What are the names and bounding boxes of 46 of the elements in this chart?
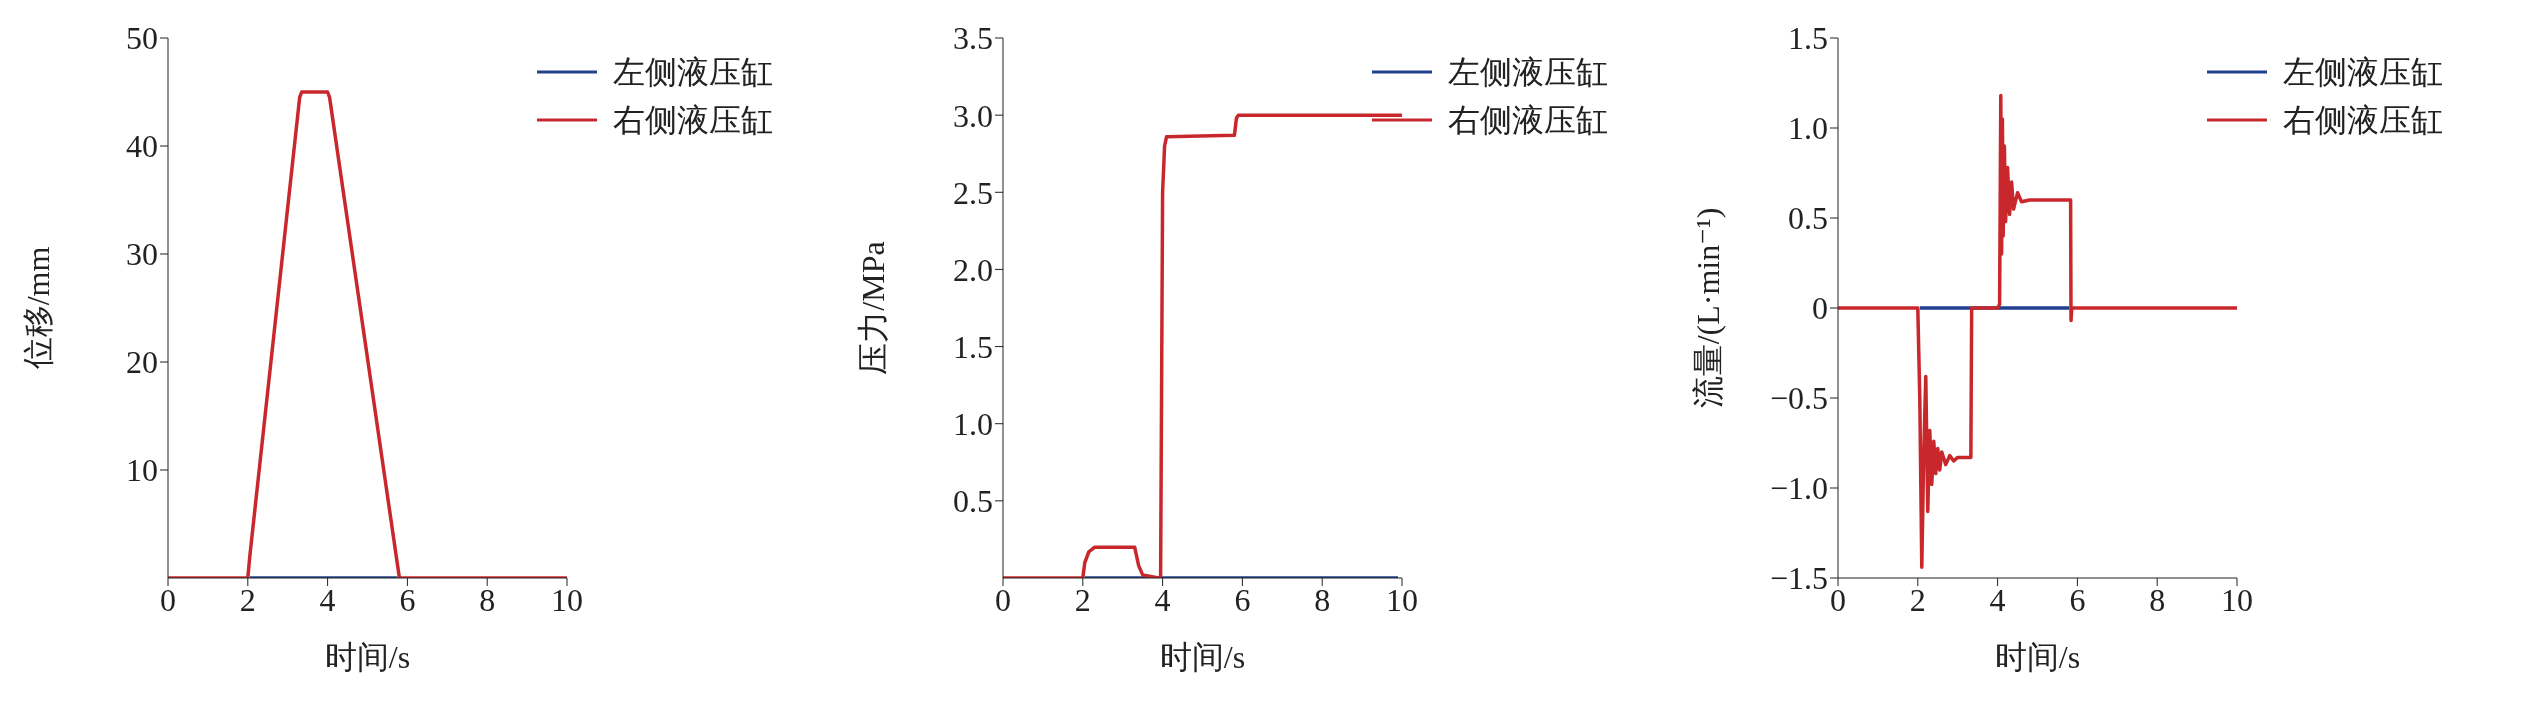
x-tick-label: 6 xyxy=(2069,581,2086,618)
x-axis-title: 时间/s xyxy=(1994,639,2081,675)
x-tick-label: 4 xyxy=(1154,581,1171,618)
y-axis-title: 位移/mm xyxy=(20,246,57,370)
y-tick-label: 1.0 xyxy=(1788,110,1828,147)
x-tick-label: 10 xyxy=(1386,581,1418,618)
x-tick-label: 4 xyxy=(319,581,336,618)
y-tick-label: 30 xyxy=(126,236,158,273)
x-tick-label: 8 xyxy=(1314,581,1331,618)
y-tick-label: 40 xyxy=(126,128,158,165)
x-axis-title: 时间/s xyxy=(324,639,411,675)
y-tick-label: 3.0 xyxy=(953,97,993,134)
y-tick-label: 50 xyxy=(126,20,158,57)
legend-label: 右侧液压缸 xyxy=(1448,101,1608,140)
y-tick-label: 1.5 xyxy=(1788,20,1828,57)
y-tick-label: 2.5 xyxy=(953,174,993,211)
x-tick-label: 2 xyxy=(239,581,256,618)
y-axis-title: 压力/MPa xyxy=(855,241,892,375)
y-tick-label: 0 xyxy=(1812,290,1828,327)
x-tick-label: 2 xyxy=(1909,581,1926,618)
x-tick-label: 6 xyxy=(399,581,416,618)
x-tick-label: 4 xyxy=(1989,581,2006,618)
x-tick-label: 2 xyxy=(1074,581,1091,618)
legend-label: 左侧液压缸 xyxy=(613,53,773,92)
x-axis-title: 时间/s xyxy=(1159,639,1246,675)
y-axis-title: 流量/(L·min⁻¹) xyxy=(1690,207,1727,409)
y-tick-label: 2.0 xyxy=(953,251,993,288)
legend-label: 右侧液压缸 xyxy=(2283,101,2443,140)
y-tick-label: 0.5 xyxy=(1788,200,1828,237)
x-tick-label: 6 xyxy=(1234,581,1251,618)
x-tick-label: 10 xyxy=(2221,581,2253,618)
x-tick-label: 10 xyxy=(551,581,583,618)
legend-label: 左侧液压缸 xyxy=(1448,53,1608,92)
y-tick-label: 20 xyxy=(126,344,158,381)
y-tick-label: 10 xyxy=(126,452,158,489)
y-tick-label: 1.5 xyxy=(953,328,993,365)
y-tick-label: −1.0 xyxy=(1769,470,1828,507)
y-tick-label: −1.5 xyxy=(1769,560,1828,597)
y-tick-label: −0.5 xyxy=(1769,380,1828,417)
legend-label: 左侧液压缸 xyxy=(2283,53,2443,92)
legend-label: 右侧液压缸 xyxy=(613,101,773,140)
x-tick-label: 8 xyxy=(479,581,496,618)
y-tick-label: 1.0 xyxy=(953,406,993,443)
y-tick-label: 3.5 xyxy=(953,20,993,57)
x-tick-label: 8 xyxy=(2149,581,2166,618)
y-tick-label: 0.5 xyxy=(953,483,993,520)
